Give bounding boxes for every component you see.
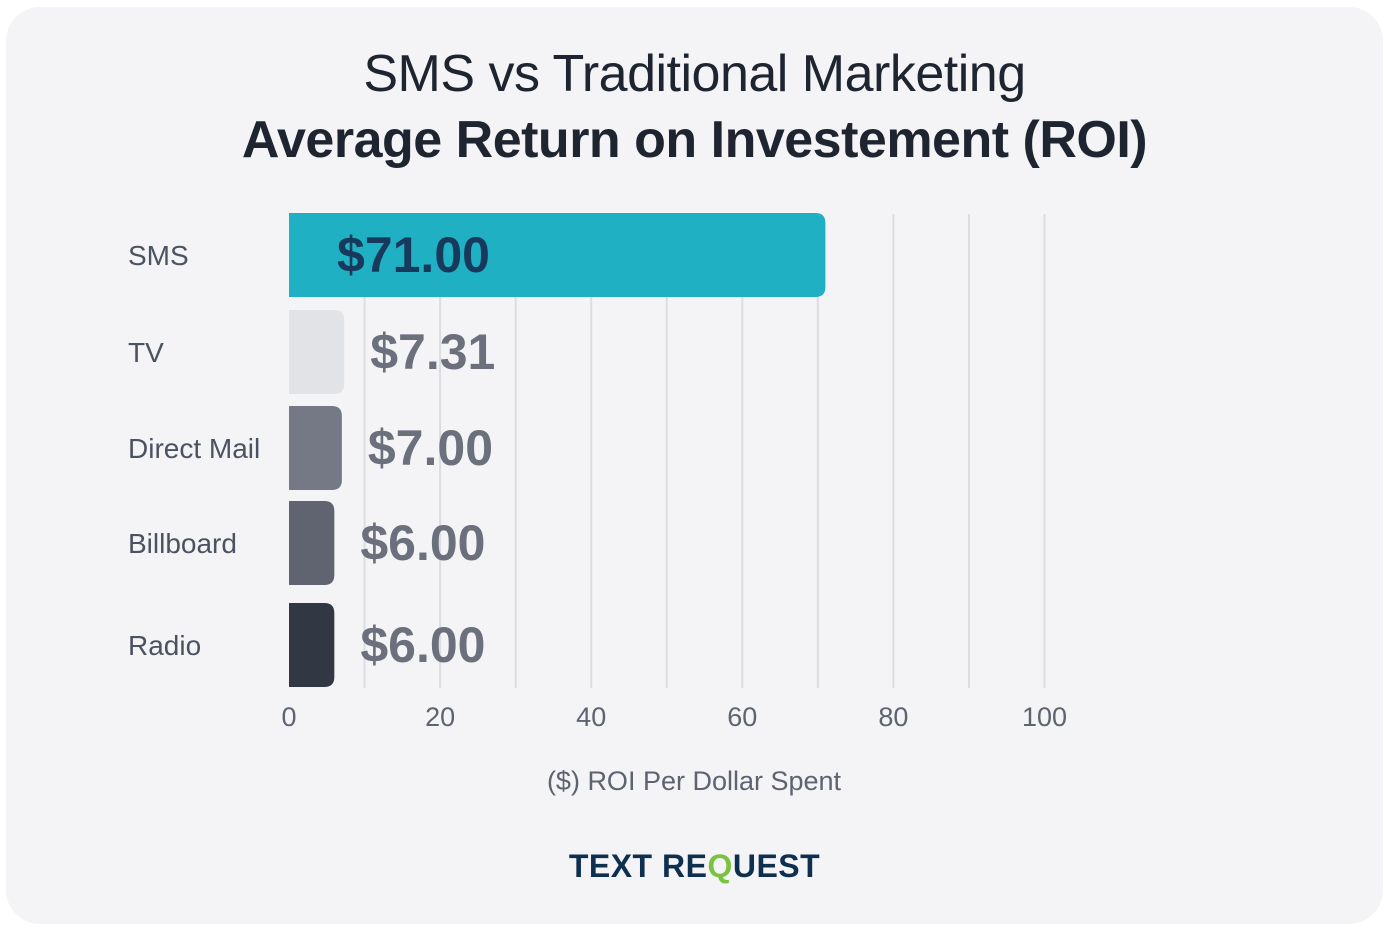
bar-tv bbox=[289, 310, 345, 394]
x-tick-label-40: 40 bbox=[576, 702, 606, 732]
data-label-tv: $7.31 bbox=[370, 324, 495, 380]
bar-direct-mail bbox=[289, 406, 342, 490]
brand-logo: TEXT REQUEST bbox=[0, 848, 1389, 885]
x-axis-title: ($) ROI Per Dollar Spent bbox=[547, 766, 842, 796]
x-tick-label-60: 60 bbox=[727, 702, 757, 732]
x-tick-label-80: 80 bbox=[878, 702, 908, 732]
data-label-billboard: $6.00 bbox=[360, 515, 485, 571]
category-label-sms: SMS bbox=[128, 240, 189, 271]
category-label-direct-mail: Direct Mail bbox=[128, 433, 260, 464]
chart-card bbox=[6, 7, 1383, 924]
x-tick-label-0: 0 bbox=[281, 702, 296, 732]
category-label-tv: TV bbox=[128, 337, 164, 368]
data-label-direct-mail: $7.00 bbox=[368, 420, 493, 476]
brand-suffix: UEST bbox=[732, 848, 821, 884]
chart-subtitle: Average Return on Investement (ROI) bbox=[241, 111, 1148, 169]
bar-billboard bbox=[289, 501, 335, 585]
bar-sms bbox=[289, 213, 826, 297]
data-label-radio: $6.00 bbox=[360, 617, 485, 673]
x-tick-label-20: 20 bbox=[425, 702, 455, 732]
data-label-sms: $71.00 bbox=[337, 227, 490, 283]
x-tick-label-100: 100 bbox=[1022, 702, 1067, 732]
brand-prefix: TEXT RE bbox=[568, 848, 708, 884]
category-label-billboard: Billboard bbox=[128, 528, 237, 559]
brand-q: Q bbox=[707, 848, 733, 884]
chart-title: SMS vs Traditional Marketing bbox=[363, 45, 1026, 103]
category-label-radio: Radio bbox=[128, 630, 201, 661]
bar-radio bbox=[289, 603, 335, 687]
